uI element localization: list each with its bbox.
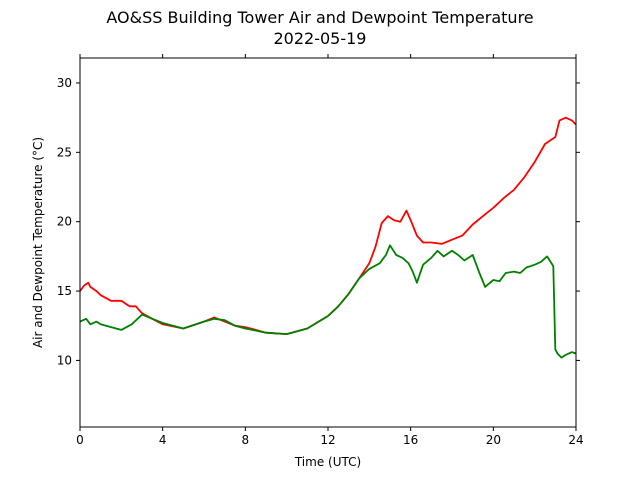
y-tick-label: 20 [57, 215, 72, 229]
x-tick-label: 16 [403, 433, 418, 447]
x-axis-label: Time (UTC) [294, 455, 361, 469]
x-tick-label: 20 [486, 433, 501, 447]
y-tick-label: 30 [57, 76, 72, 90]
x-tick-label: 12 [320, 433, 335, 447]
series-layer [79, 116, 577, 359]
chart-title: AO&SS Building Tower Air and Dewpoint Te… [106, 8, 534, 27]
x-tick-label: 0 [76, 433, 84, 447]
y-tick-label: 10 [57, 353, 72, 367]
x-tick-label: 8 [242, 433, 250, 447]
x-tick-label: 4 [159, 433, 167, 447]
chart-subtitle: 2022-05-19 [273, 29, 367, 48]
x-tick-label: 24 [568, 433, 583, 447]
tick-layer: 0 4 8 12 16 20 24 10 15 20 25 30 [57, 54, 584, 447]
plot-frame [79, 57, 577, 428]
y-tick-label: 15 [57, 284, 72, 298]
y-tick-label: 25 [57, 145, 72, 159]
series-line-1 [79, 116, 577, 336]
y-axis-label: Air and Dewpoint Temperature (°C) [31, 137, 45, 348]
series-line-2 [79, 244, 577, 359]
